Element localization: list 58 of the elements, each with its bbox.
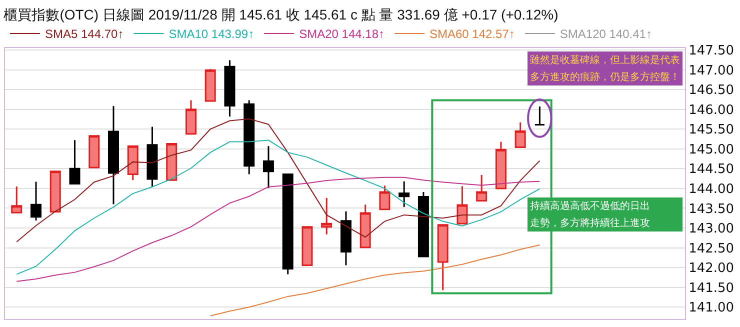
- candlestick: [321, 197, 332, 236]
- legend-label: SMA120 140.41↑: [560, 27, 652, 42]
- callout-box: 持續高過高低不過低的日出: [528, 198, 682, 214]
- candlestick: [262, 145, 274, 189]
- y-tick-label: 143.00: [688, 222, 734, 237]
- line-series: [210, 244, 540, 316]
- candlestick: [456, 185, 468, 224]
- candlestick: [379, 184, 390, 210]
- y-tick-label: 142.50: [688, 241, 734, 256]
- candlestick: [224, 60, 236, 118]
- candlestick: [185, 99, 196, 135]
- line-series: [16, 140, 540, 275]
- candlestick: [146, 126, 158, 188]
- candlestick: [108, 105, 119, 206]
- candlestick: [11, 186, 22, 214]
- callout-box: 走勢，多方將持續往上進攻: [528, 214, 682, 232]
- candlestick: [127, 145, 138, 181]
- candlestick: [204, 68, 216, 102]
- y-tick-label: 145.50: [688, 122, 734, 138]
- y-tick-label: 144.00: [688, 182, 734, 197]
- candlestick: [476, 174, 488, 202]
- line-series: [16, 118, 540, 242]
- legend-label: SMA5 144.70↑: [45, 27, 124, 42]
- y-tick-label: 141.00: [688, 300, 734, 316]
- candlestick: [437, 224, 448, 291]
- candlestick: [360, 204, 371, 248]
- candlestick: [30, 180, 42, 222]
- candlestick: [88, 135, 100, 168]
- candlestick: [534, 106, 546, 126]
- y-tick-label: 147.50: [688, 44, 734, 59]
- candlestick: [166, 142, 178, 181]
- candlestick: [69, 139, 80, 184]
- y-tick-label: 142.00: [688, 261, 734, 276]
- candlestick: [50, 170, 61, 213]
- y-tick-label: 144.50: [688, 162, 734, 178]
- chart-title: 櫃買指數(OTC) 日線圖 2019/11/28 開 145.61 收 145.61 c 點 量 331.69 億 +0.17 (+0.12%): [4, 6, 558, 23]
- line-series: [16, 176, 540, 282]
- legend-label: SMA10 143.99↑: [168, 27, 254, 42]
- candlestick: [514, 122, 526, 148]
- candlestick: [244, 99, 255, 175]
- y-tick-label: 141.50: [688, 280, 734, 296]
- annotation: 持續高過高低不過低的日出: [530, 200, 650, 212]
- legend-label: SMA20 144.18↑: [299, 27, 384, 42]
- y-tick-label: 146.50: [688, 83, 734, 98]
- candlestick: [340, 210, 352, 266]
- y-tick-label: 145.00: [688, 142, 734, 158]
- candlestick: [398, 180, 410, 208]
- legend-label: SMA60 142.57↑: [430, 27, 515, 42]
- candlestick: [282, 173, 294, 276]
- candlestick: [418, 191, 429, 258]
- y-tick-label: 143.50: [688, 202, 734, 217]
- y-tick-label: 147.00: [688, 63, 734, 78]
- candlestick: [495, 141, 506, 190]
- callout-box: 雖然是收墓碑線，但上影線是代表: [528, 52, 682, 68]
- candlestick: [302, 226, 313, 266]
- annotation: 走勢，多方將持續往上進攻: [530, 217, 650, 229]
- y-tick-label: 146.00: [688, 102, 734, 118]
- callout-box: 多方進攻的痕跡，仍是多方控盤！: [528, 68, 682, 86]
